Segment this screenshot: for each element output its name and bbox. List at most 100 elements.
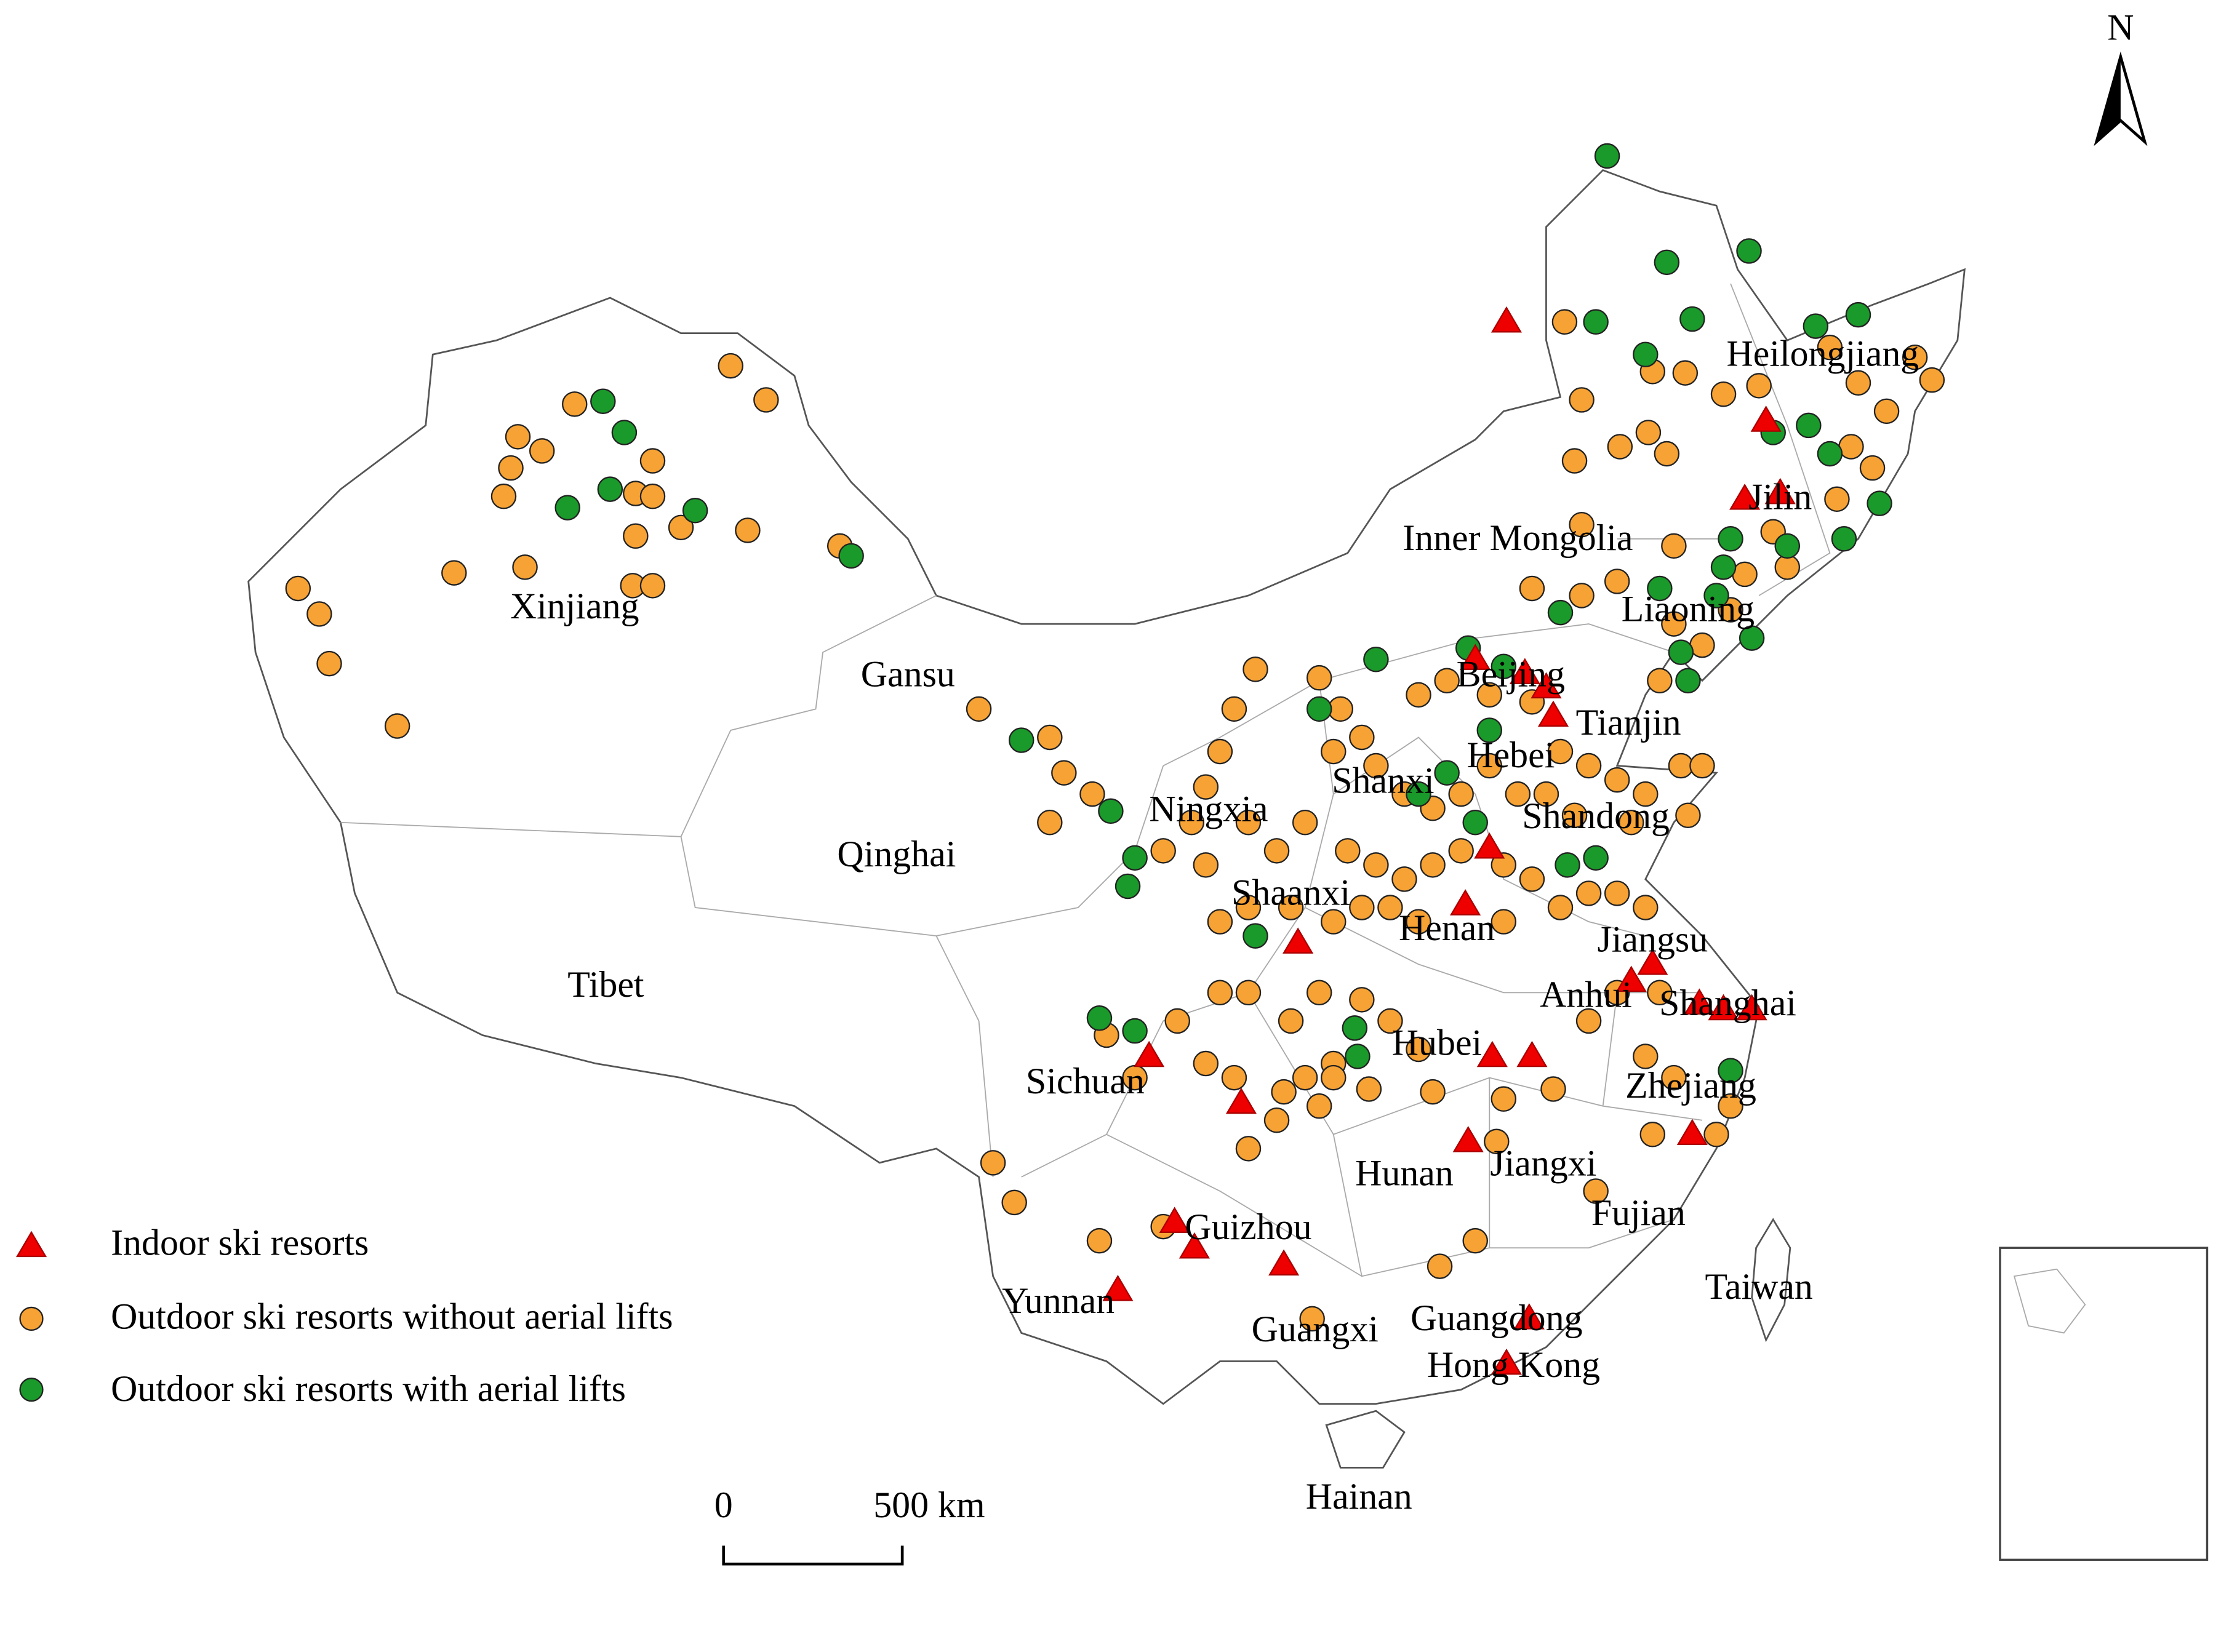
outdoor-resort — [1583, 1178, 1609, 1204]
outdoor-resort-lift — [1718, 1058, 1743, 1083]
indoor-resort — [1729, 483, 1761, 510]
outdoor-resort — [512, 554, 538, 580]
outdoor-resort — [718, 353, 743, 379]
outdoor-resort — [1661, 533, 1687, 559]
outdoor-resort — [1476, 752, 1503, 779]
outdoor-resort — [1491, 909, 1517, 935]
outdoor-resort — [1817, 334, 1843, 361]
region-label: Xinjiang — [510, 586, 639, 626]
outdoor-resort — [1547, 895, 1574, 920]
indoor-resort — [1764, 477, 1796, 505]
outdoor-resort — [1668, 752, 1694, 779]
outdoor-resort — [639, 573, 666, 599]
region-label: Henan — [1399, 908, 1495, 948]
outdoor-resort — [1349, 724, 1375, 751]
outdoor-resort-lift — [682, 497, 708, 524]
outdoor-resort-lift — [1462, 809, 1488, 836]
outdoor-resort — [505, 424, 531, 450]
legend-symbol — [19, 1378, 44, 1402]
region-label: Jiangxi — [1490, 1143, 1596, 1184]
outdoor-resort-lift — [1774, 533, 1801, 559]
region-label: Hong Kong — [1427, 1344, 1600, 1385]
indoor-resort — [1452, 1125, 1484, 1152]
legend-symbol — [15, 1231, 47, 1258]
taiwan-island — [1751, 1218, 1791, 1343]
outdoor-resort — [1647, 668, 1673, 694]
outdoor-resort — [1235, 1136, 1262, 1162]
outdoor-resort — [1243, 656, 1268, 682]
outdoor-resort-lift — [1633, 341, 1659, 367]
region-label: Hebei — [1467, 735, 1555, 775]
region-label: Jiangsu — [1597, 919, 1708, 959]
legend-label: Outdoor ski resorts with aerial lifts — [111, 1368, 626, 1409]
outdoor-resort-lift — [1098, 798, 1124, 824]
outdoor-resort — [1873, 398, 1900, 425]
outdoor-resort — [1271, 1079, 1297, 1105]
outdoor-resort — [735, 517, 761, 543]
outdoor-resort — [1221, 696, 1247, 722]
outdoor-resort — [1207, 980, 1233, 1006]
indoor-resort — [1750, 405, 1782, 432]
indoor-resort — [1134, 1040, 1165, 1067]
outdoor-resort-lift — [1703, 583, 1729, 609]
outdoor-resort-lift — [1679, 306, 1705, 332]
outdoor-resort — [1647, 980, 1673, 1006]
outdoor-resort — [1838, 434, 1864, 460]
outdoor-resort — [285, 575, 311, 602]
outdoor-resort — [1263, 838, 1290, 864]
outdoor-resort — [1235, 895, 1262, 920]
outdoor-resort — [1335, 838, 1361, 864]
outdoor-resort — [1746, 373, 1772, 399]
indoor-resort — [1736, 994, 1767, 1021]
outdoor-resort — [1569, 583, 1595, 609]
outdoor-resort — [1448, 781, 1474, 807]
outdoor-resort — [1037, 724, 1063, 751]
outdoor-resort — [1179, 809, 1205, 836]
outdoor-resort — [1569, 387, 1595, 413]
outdoor-resort — [1001, 1189, 1027, 1216]
outdoor-resort — [384, 713, 410, 739]
outdoor-resort — [1575, 1008, 1602, 1034]
outdoor-resort — [1462, 1227, 1488, 1254]
country-outline — [247, 169, 1966, 1405]
outdoor-resort — [639, 448, 666, 474]
outdoor-resort — [1533, 781, 1559, 807]
outdoor-resort-lift — [1243, 923, 1268, 949]
outdoor-resort — [1327, 696, 1354, 722]
outdoor-resort — [1356, 1076, 1382, 1102]
outdoor-resort — [1491, 1086, 1517, 1112]
outdoor-resort-lift — [1306, 696, 1332, 722]
outdoor-resort-lift — [1406, 781, 1431, 807]
legend-label: Indoor ski resorts — [111, 1223, 369, 1263]
outdoor-resort — [316, 650, 342, 677]
outdoor-resort — [1420, 1079, 1446, 1105]
outdoor-resort — [1774, 554, 1801, 580]
outdoor-resort — [498, 455, 524, 481]
region-label: Shanghai — [1659, 983, 1796, 1023]
outdoor-resort — [1633, 781, 1659, 807]
outdoor-resort — [1505, 781, 1531, 807]
outdoor-resort — [1349, 895, 1375, 920]
region-label: Gansu — [861, 653, 955, 694]
region-label: Shanxi — [1332, 760, 1434, 800]
outdoor-resort — [1292, 1064, 1318, 1091]
outdoor-resort — [1207, 738, 1233, 765]
outdoor-resort — [1321, 738, 1347, 765]
outdoor-resort-lift — [838, 543, 864, 569]
outdoor-resort-lift — [1342, 1015, 1368, 1041]
legend-label: Outdoor ski resorts without aerial lifts — [111, 1296, 673, 1336]
outdoor-resort — [1363, 752, 1389, 779]
outdoor-resort — [1619, 809, 1644, 836]
indoor-resort — [1476, 1040, 1508, 1067]
outdoor-resort — [1561, 802, 1588, 828]
outdoor-resort — [1193, 852, 1219, 878]
indoor-resort — [1676, 1119, 1708, 1146]
outdoor-resort — [1278, 895, 1304, 920]
indoor-resort — [1537, 700, 1569, 727]
outdoor-resort — [1037, 809, 1063, 836]
outdoor-resort — [490, 483, 517, 509]
outdoor-resort-lift — [1739, 625, 1765, 651]
outdoor-resort — [1859, 455, 1886, 481]
outdoor-resort — [1547, 738, 1574, 765]
indoor-resort — [1684, 988, 1715, 1015]
